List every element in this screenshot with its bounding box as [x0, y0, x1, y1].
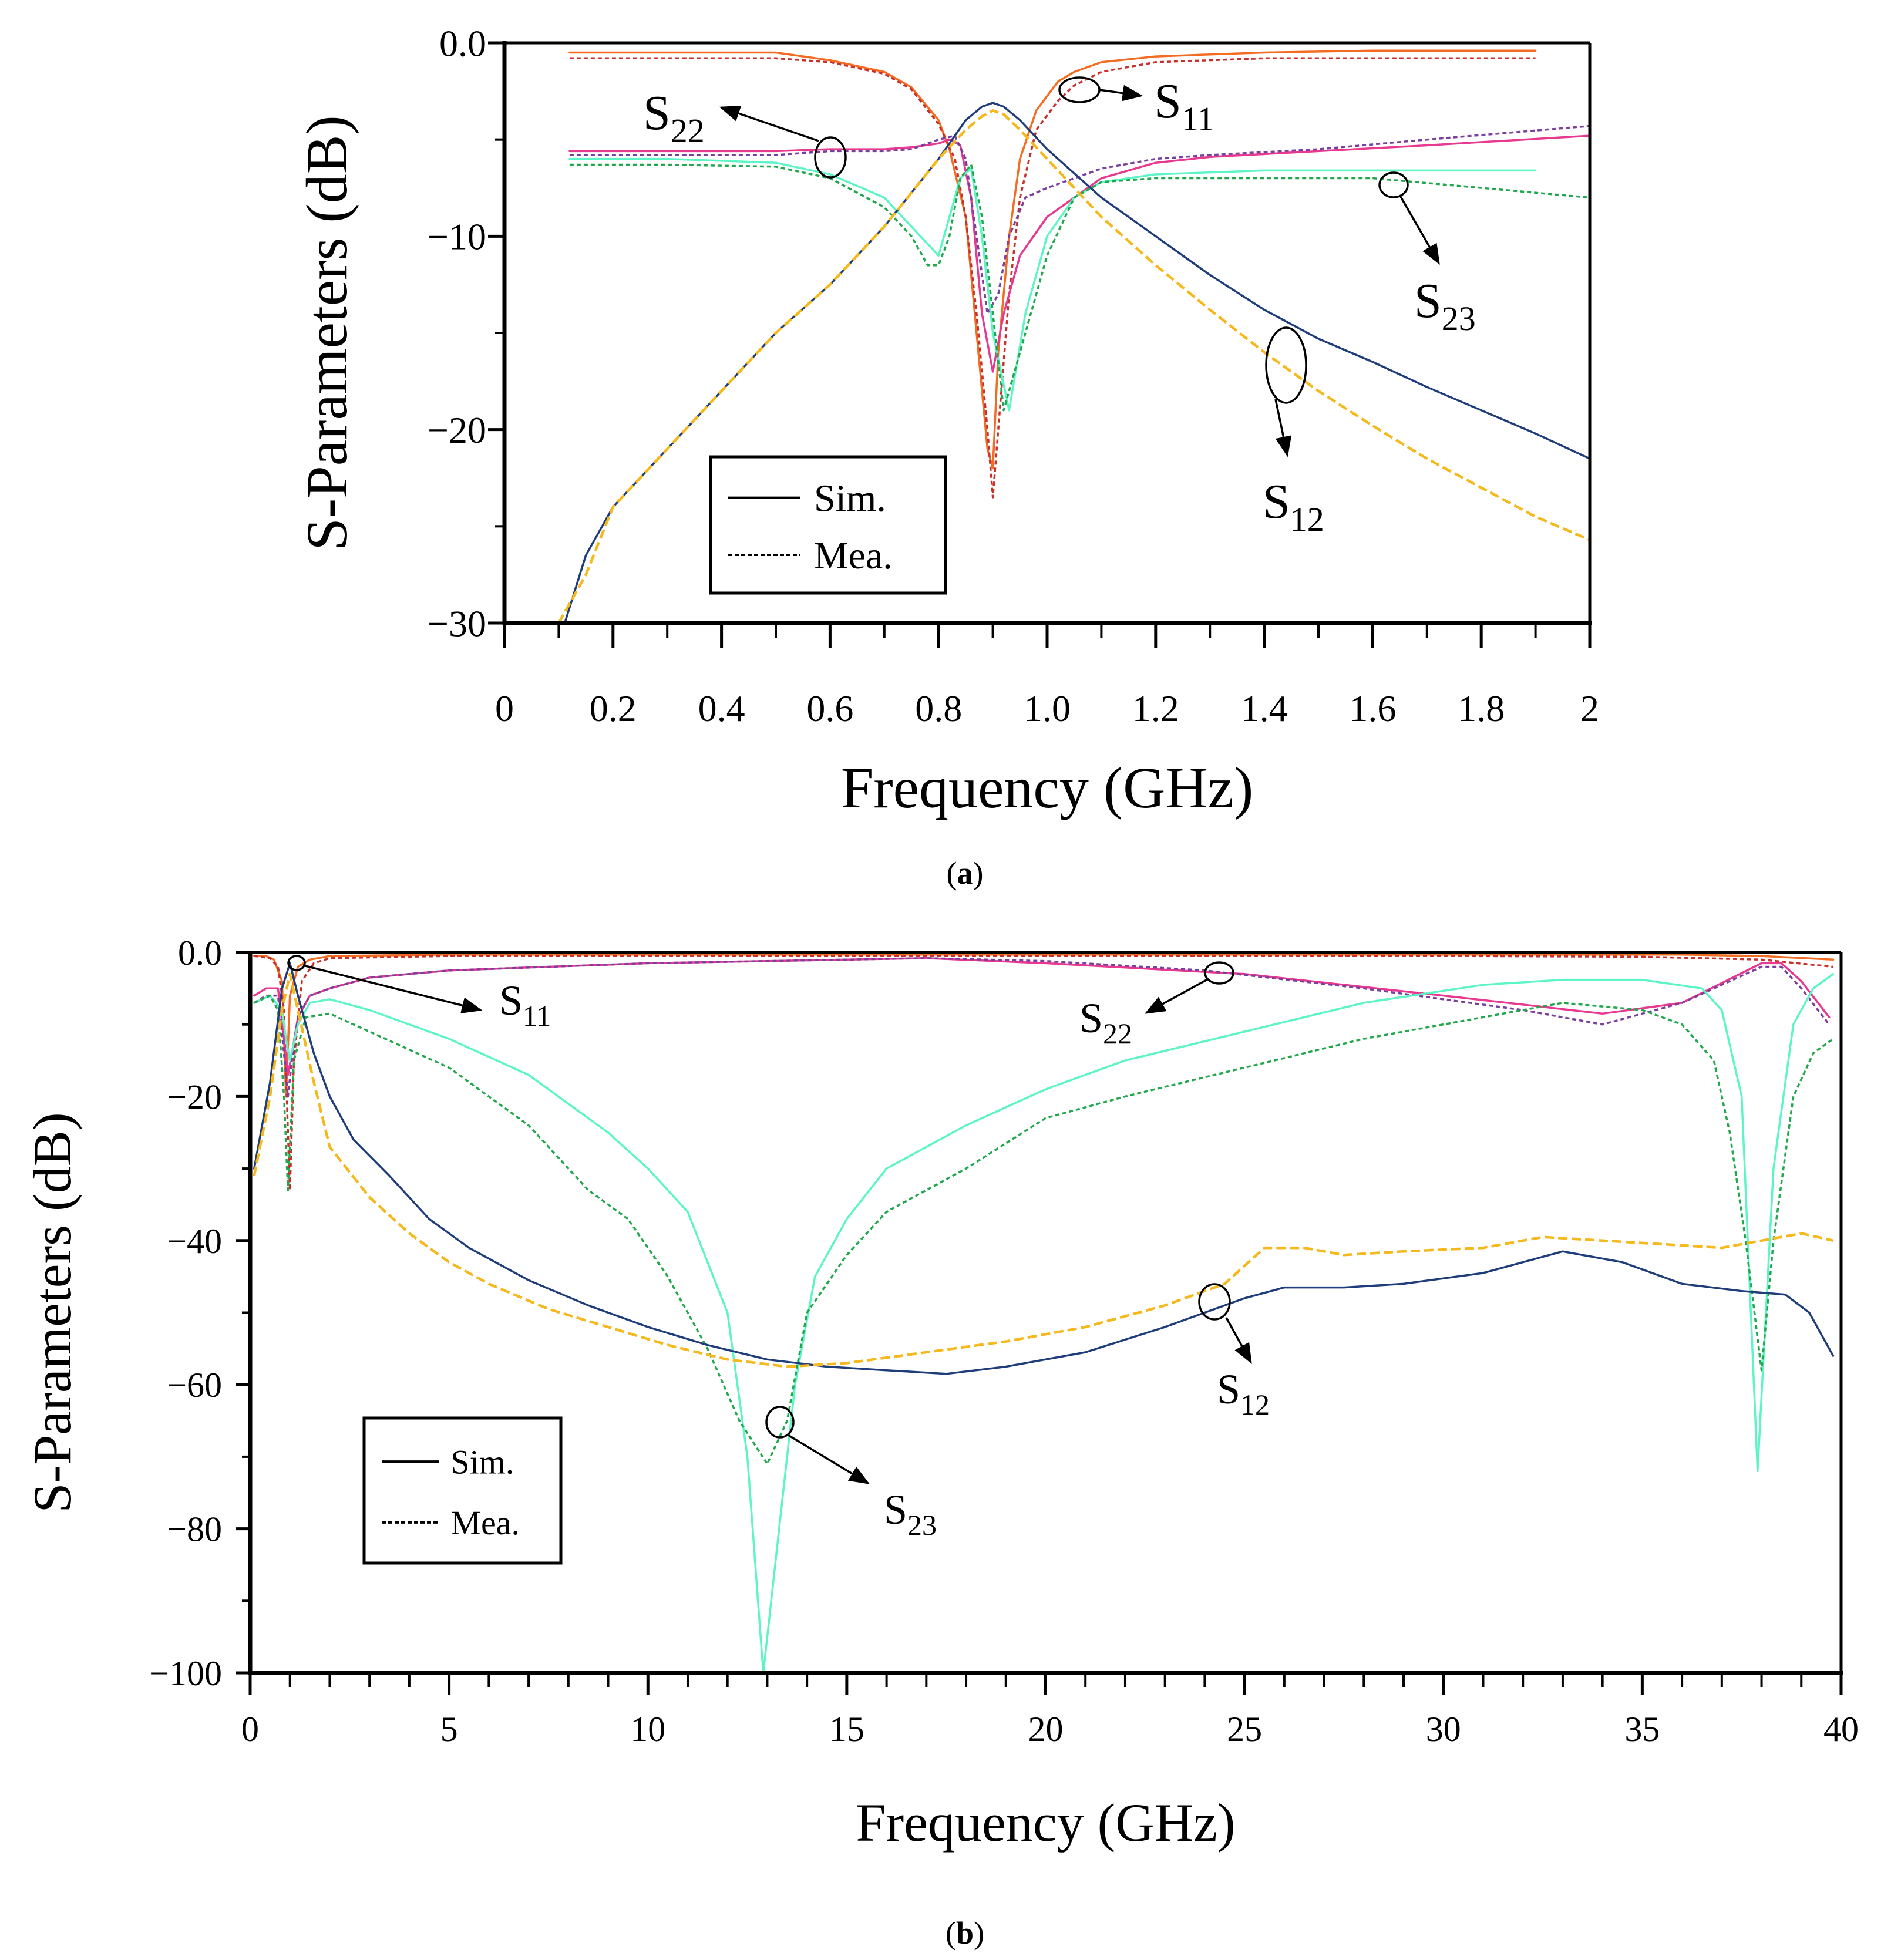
x-tick-label: 2 — [1580, 688, 1599, 729]
annotation-ellipse — [1204, 961, 1234, 985]
annotation-arrow — [1274, 399, 1292, 457]
legend: Sim. Mea. — [362, 1416, 563, 1565]
x-tick-label: 10 — [630, 1710, 665, 1749]
x-tick-label: 0.2 — [590, 688, 637, 729]
annotation-s12: S12 — [1198, 1283, 1270, 1421]
x-tick-label: 1.0 — [1024, 688, 1071, 729]
legend-label: Mea. — [814, 534, 893, 577]
annotation-ellipse — [814, 136, 847, 179]
axes: 0 0.2 0.4 0.6 0.8 1.0 1.2 1.4 1.6 1.8 2 0.0 −10 −20 −3… — [428, 22, 1599, 729]
annotation-ellipse — [1198, 1283, 1231, 1321]
series-s23-sim — [568, 157, 1537, 412]
annotation-label: S22 — [643, 86, 705, 150]
panel-b: 0 5 10 15 20 25 30 35 40 0.0 −20 −40 −60 −80 −100 Frequ… — [22, 934, 1859, 1853]
x-tick-label: 20 — [1028, 1710, 1064, 1749]
y-axis-label: S-Parameters (dB) — [22, 1112, 82, 1513]
panel-b-caption: (b) — [946, 1915, 984, 1951]
y-tick-label: −20 — [167, 1077, 222, 1116]
y-axis-label: S-Parameters (dB) — [294, 115, 359, 550]
series-s11-sim — [253, 953, 1835, 1098]
annotation-arrow — [788, 1434, 870, 1484]
x-tick-label: 0.4 — [698, 688, 745, 729]
annotation-arrow — [1225, 1317, 1252, 1365]
x-tick-label: 25 — [1227, 1710, 1262, 1749]
series-s12-mea — [253, 972, 1833, 1368]
plot-area — [253, 953, 1835, 1673]
series-s23-mea — [254, 994, 1834, 1465]
x-tick-label: 0 — [495, 688, 514, 729]
y-tick-label: −40 — [167, 1222, 222, 1261]
annotation-label: S11 — [1154, 74, 1214, 138]
y-tick-label: −20 — [428, 409, 486, 451]
annotation-arrow — [1144, 978, 1208, 1014]
annotation-s22: S22 — [643, 86, 847, 179]
annotation-label: S12 — [1217, 1366, 1270, 1421]
annotation-s23: S23 — [765, 1406, 937, 1541]
x-tick-label: 1.6 — [1349, 688, 1396, 729]
y-tick-label: 0.0 — [439, 22, 486, 64]
x-tick-label: 0 — [241, 1710, 259, 1749]
x-tick-label: 1.4 — [1241, 688, 1288, 729]
series-s23-mea — [569, 163, 1590, 412]
legend: Sim. Mea. — [709, 455, 947, 595]
annotation-ellipse — [287, 955, 306, 971]
annotation-ellipse — [1378, 171, 1409, 198]
x-tick-label: 1.2 — [1132, 688, 1179, 729]
annotation-ellipse — [1265, 326, 1307, 404]
x-tick-label: 5 — [440, 1710, 458, 1749]
y-tick-label: 0.0 — [178, 934, 222, 972]
annotation-label: S22 — [1079, 995, 1132, 1050]
annotation-s11: S11 — [1058, 74, 1214, 138]
series-s11-sim — [568, 49, 1537, 470]
x-tick-label: 1.8 — [1458, 688, 1505, 729]
y-tick-label: −10 — [428, 216, 486, 258]
annotation-label: S23 — [884, 1486, 937, 1541]
series-s22-mea — [569, 124, 1590, 315]
panel-a-caption-letter: a — [957, 856, 973, 891]
annotation-ellipse — [1058, 76, 1101, 103]
panel-b-caption-letter: b — [956, 1915, 974, 1951]
series-s11-mea — [254, 955, 1833, 1191]
plot-area — [557, 49, 1590, 623]
annotation-label: S11 — [499, 977, 551, 1032]
series-s23-sim — [253, 973, 1835, 1673]
series-s22-sim — [568, 134, 1590, 373]
panel-a-caption: (a) — [947, 856, 984, 891]
series-s11-mea — [569, 57, 1536, 499]
x-tick-label: 15 — [829, 1710, 864, 1749]
annotation-ellipse — [765, 1406, 795, 1439]
series-s12-sim — [253, 962, 1835, 1375]
series-s22-mea — [253, 957, 1831, 1098]
x-tick-label: 40 — [1823, 1710, 1859, 1749]
x-tick-label: 30 — [1426, 1710, 1461, 1749]
annotation-arrow — [1399, 196, 1440, 265]
legend-label: Sim. — [450, 1443, 514, 1481]
y-tick-label: −100 — [149, 1654, 222, 1693]
axes: 0 5 10 15 20 25 30 35 40 0.0 −20 −40 −60 −80 −100 — [149, 934, 1859, 1749]
legend-box — [709, 455, 947, 595]
annotation-s23: S23 — [1378, 171, 1476, 338]
annotation-arrow — [719, 105, 819, 142]
y-tick-label: −60 — [167, 1366, 222, 1405]
annotation-label: S12 — [1263, 474, 1324, 538]
x-tick-label: 35 — [1624, 1710, 1660, 1749]
series-s12-mea — [557, 109, 1590, 623]
annotation-s22: S22 — [1079, 961, 1234, 1050]
x-axis-label: Frequency (GHz) — [841, 755, 1254, 820]
annotation-arrow — [302, 964, 483, 1013]
x-tick-label: 0.6 — [806, 688, 853, 729]
annotation-s11: S11 — [287, 955, 551, 1032]
legend-box — [362, 1416, 563, 1565]
y-tick-label: −80 — [167, 1510, 222, 1549]
annotation-s12: S12 — [1263, 326, 1324, 538]
x-axis-label: Frequency (GHz) — [856, 1793, 1235, 1853]
annotation-label: S23 — [1414, 274, 1476, 338]
annotation-arrow — [1099, 85, 1143, 102]
legend-label: Mea. — [450, 1504, 520, 1542]
y-tick-label: −30 — [428, 602, 486, 644]
legend-label: Sim. — [814, 477, 886, 520]
x-tick-label: 0.8 — [915, 688, 962, 729]
panel-a: 0 0.2 0.4 0.6 0.8 1.0 1.2 1.4 1.6 1.8 2 0.0 −10 −20 −3… — [294, 22, 1599, 820]
